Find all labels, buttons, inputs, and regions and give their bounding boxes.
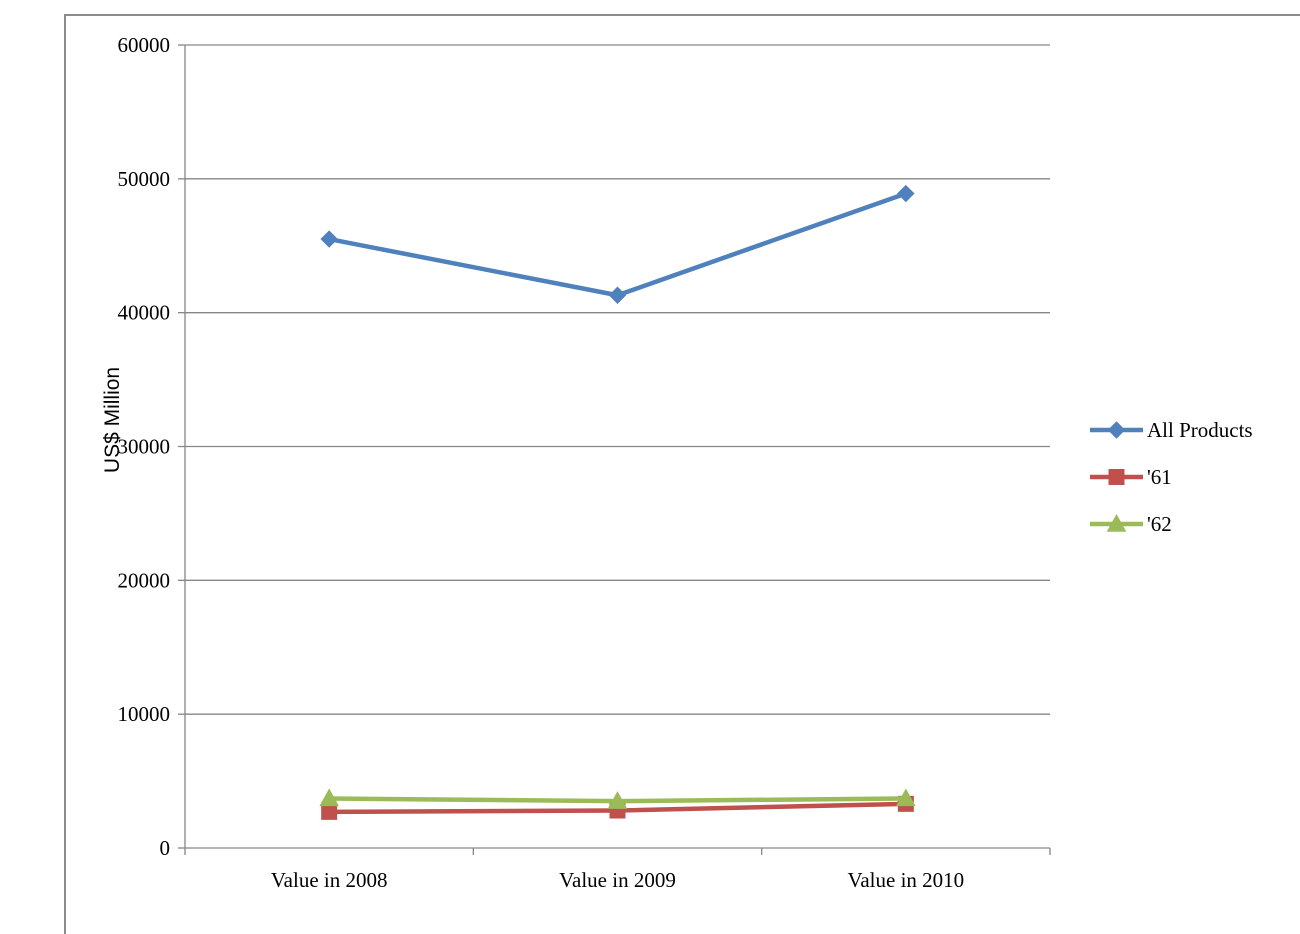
axes: 0 10000 20000 30000 40000 50000 60000 Value in … [118,33,1051,892]
series-line [326,191,909,298]
legend-label: All Products [1147,418,1253,442]
y-tick-label: 40000 [118,301,171,325]
series-layer [319,184,916,820]
y-tick-label: 0 [160,836,171,860]
legend-swatch-marker [1106,513,1127,532]
legend-label: '62 [1147,512,1172,536]
gridlines [185,44,1050,715]
y-axis-label: US$ Million [101,367,124,473]
data-point-marker [897,184,915,203]
x-tick-label: Value in 2009 [559,868,676,892]
data-point-marker [608,286,627,304]
y-tick-label: 60000 [118,33,171,57]
y-tick-label: 20000 [118,568,171,592]
chart-frame [64,14,1300,934]
data-point-marker [607,791,628,809]
data-point-marker [319,788,340,807]
data-point-marker [895,788,916,807]
x-tick-label: Value in 2008 [271,868,388,892]
legend: All Products '61 '62 [1090,418,1253,536]
legend-swatch-marker [1108,469,1125,485]
x-tick-label: Value in 2010 [848,868,965,892]
y-tick-label: 10000 [118,702,171,726]
y-tick-label: 50000 [118,167,171,191]
data-point-marker [321,803,338,820]
data-point-marker [320,230,338,248]
legend-label: '61 [1147,465,1172,489]
legend-swatch-marker [1107,421,1126,439]
y-tick-label: 30000 [118,435,171,459]
